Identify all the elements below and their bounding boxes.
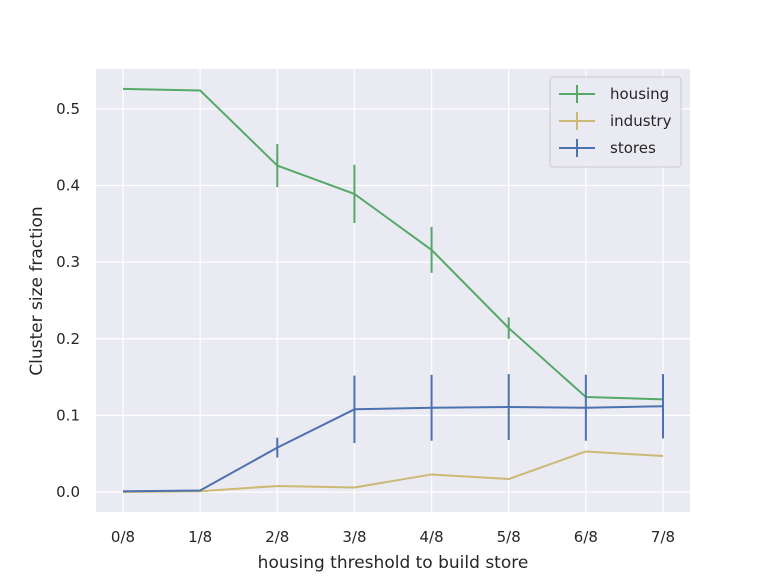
y-axis-label: Cluster size fraction <box>27 206 47 375</box>
y-tick-label: 0.3 <box>56 253 80 271</box>
x-tick-label: 7/8 <box>651 528 675 546</box>
x-tick-label: 2/8 <box>265 528 289 546</box>
x-tick-labels: 0/8 1/8 2/8 3/8 4/8 5/8 6/8 7/8 <box>111 528 675 546</box>
legend-box <box>549 76 682 168</box>
housing-line <box>122 87 664 401</box>
stores-line <box>122 405 664 493</box>
series-layer <box>122 87 664 494</box>
legend-label: industry <box>610 112 672 130</box>
x-axis-label: housing threshold to build store <box>258 553 529 573</box>
legend-label: stores <box>610 139 656 157</box>
x-tick-label: 4/8 <box>420 528 444 546</box>
y-tick-label: 0.0 <box>56 483 80 501</box>
y-tick-label: 0.4 <box>56 176 80 194</box>
x-tick-label: 3/8 <box>342 528 366 546</box>
x-tick-label: 5/8 <box>497 528 521 546</box>
y-tick-label: 0.5 <box>56 100 80 118</box>
y-tick-label: 0.2 <box>56 330 80 348</box>
y-tick-label: 0.1 <box>56 406 80 424</box>
x-tick-label: 0/8 <box>111 528 135 546</box>
y-tick-labels: 0.0 0.1 0.2 0.3 0.4 0.5 <box>56 100 80 501</box>
industry-line <box>122 450 664 494</box>
x-tick-label: 6/8 <box>574 528 598 546</box>
legend-label: housing <box>610 85 669 103</box>
x-tick-label: 1/8 <box>188 528 212 546</box>
legend: housing industry stores <box>549 76 682 168</box>
